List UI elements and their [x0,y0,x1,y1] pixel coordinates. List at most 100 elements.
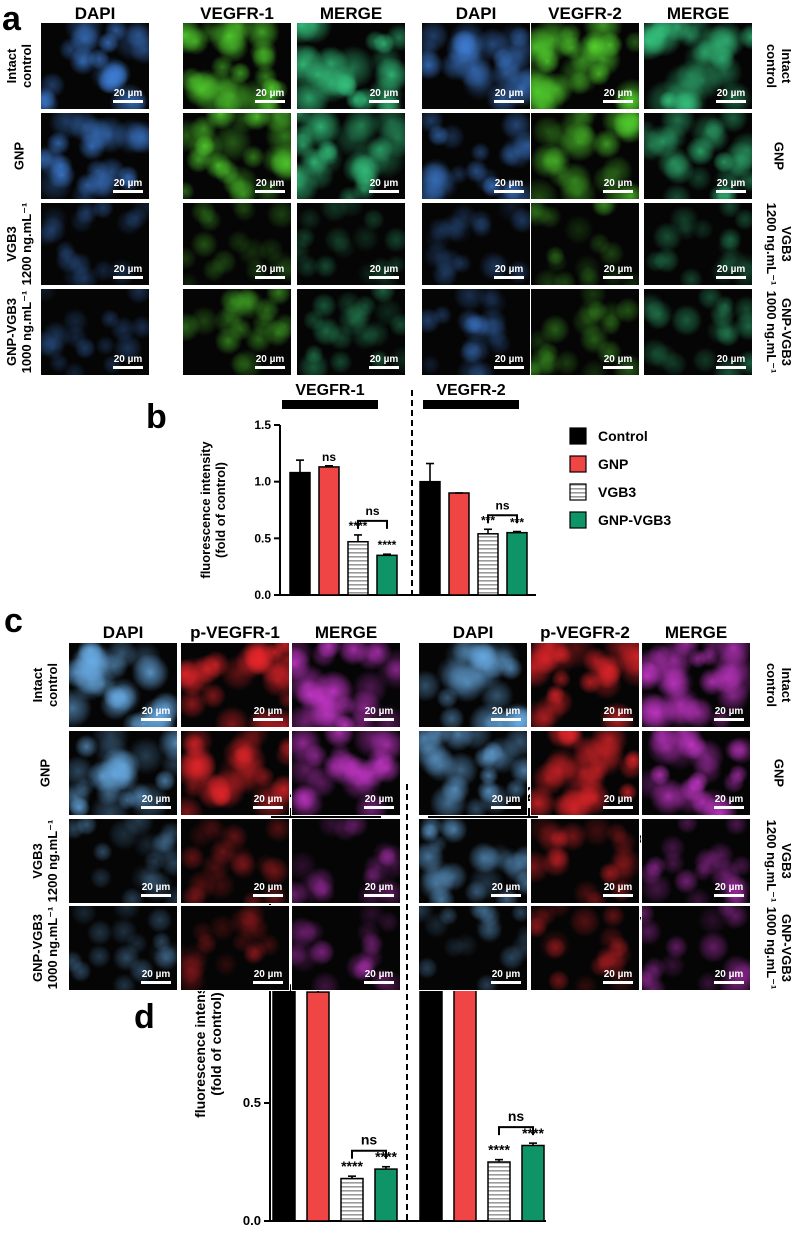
comparison-bracket [357,519,388,529]
bar-control-0 [272,984,296,1222]
scale-bar-label: 20 µm [603,706,633,717]
panel-a-left-micrograph-r3-c2: 20 µm [296,288,406,376]
scale-bar-label: 20 µm [491,794,521,805]
panel-c-right-row-label-3: GNP-VGB3 1000 ng.mL⁻¹ [764,906,794,990]
scale-bar: 20 µm [253,706,283,721]
scale-bar: 20 µm [714,969,744,984]
scale-bar: 20 µm [603,88,633,103]
scale-bar-label: 20 µm [603,969,633,980]
scale-bar: 20 µm [491,882,521,897]
scale-bar: 20 µm [255,88,285,103]
scale-bar: 20 µm [716,88,746,103]
scale-bar-label: 20 µm [113,88,143,99]
panel-a-left-micrograph-r1-c1: 20 µm [182,112,292,200]
scale-bar: 20 µm [113,178,143,193]
bar-gnp-1 [448,492,470,596]
bar-gnp-1 [453,972,477,1222]
significance-label: ns [322,450,336,464]
significance-label: **** [488,1142,510,1158]
scale-bar-label: 20 µm [716,264,746,275]
legend-label-control: Control [598,428,648,444]
panel-c-right-micrograph-r0-c0: 20 µm [418,642,528,728]
scale-bar-label: 20 µm [364,969,394,980]
panel-a-left-row-label-2: VGB3 1200 ng.mL⁻¹ [4,202,34,286]
scale-bar-label: 20 µm [255,178,285,189]
panel-c-right-micrograph-r1-c1: 20 µm [530,730,640,816]
bar-vgb3-1 [477,533,499,596]
panel-c-left-micrograph-r0-c0: 20 µm [68,642,178,728]
panel-a-left-column-header-0: DAPI [74,4,116,23]
panel-a-right-column-header-0: DAPI [455,4,497,23]
y-axis-label: (fold of control) [208,992,224,1095]
panel-c-right-micrograph-r2-c0: 20 µm [418,818,528,904]
group-header-bar [282,400,378,409]
scale-bar-label: 20 µm [716,354,746,365]
scale-bar-label: 20 µm [714,706,744,717]
panel-a-right-micrograph-r2-c2: 20 µm [643,202,753,286]
comparison-bracket [351,1149,387,1159]
scale-bar-label: 20 µm [141,794,171,805]
significance-label: **** [341,1158,363,1174]
panel-a-right-micrograph-r0-c1: 20 µm [530,22,640,110]
y-tick-label: 1.0 [254,475,271,489]
panel-a-right-column-header-1: VEGFR-2 [548,4,622,23]
group-label-1: VEGFR-2 [436,382,505,399]
bar-gnp-vgb3-1 [506,531,528,596]
scale-bar-label: 20 µm [253,794,283,805]
panel-a-left-column-header-2: MERGE [319,4,383,23]
scale-bar: 20 µm [714,706,744,721]
scale-bar: 20 µm [603,706,633,721]
scale-bar-label: 20 µm [364,882,394,893]
panel-a-right-micrograph-r1-c1: 20 µm [530,112,640,200]
scale-bar-label: 20 µm [141,706,171,717]
scale-bar-label: 20 µm [253,706,283,717]
panel-letter-b: b [146,398,167,436]
panel-c-left-micrograph-r3-c2: 20 µm [291,905,401,991]
scale-bar: 20 µm [369,354,399,369]
scale-bar-label: 20 µm [369,354,399,365]
scale-bar-label: 20 µm [253,969,283,980]
panel-c-right-column-header-0: DAPI [452,623,494,642]
panel-c-right-micrograph-r1-c2: 20 µm [641,730,751,816]
scale-bar-label: 20 µm [716,178,746,189]
scale-bar-label: 20 µm [603,794,633,805]
y-axis-label: fluorescence intensity [192,970,208,1118]
scale-bar-label: 20 µm [494,354,524,365]
scale-bar-label: 20 µm [369,178,399,189]
panel-a-left-micrograph-r2-c2: 20 µm [296,202,406,286]
panel-a-left-micrograph-r3-c0: 20 µm [40,288,150,376]
panel-letter-d: d [134,998,155,1036]
scale-bar: 20 µm [369,178,399,193]
panel-c-left-micrograph-r1-c1: 20 µm [180,730,290,816]
bar-gnp-vgb3-1 [521,1144,545,1222]
scale-bar: 20 µm [255,264,285,279]
panel-c-left-micrograph-r2-c0: 20 µm [68,818,178,904]
bracket-label: ns [361,1132,378,1148]
panel-c-right-column-header-2: MERGE [664,623,728,642]
panel-c-left-row-label-0: Intact control [30,662,60,708]
scale-bar: 20 µm [714,882,744,897]
panel-c-left-micrograph-r2-c2: 20 µm [291,818,401,904]
legend-swatch-gnp [569,455,587,473]
bar-gnp-0 [306,991,330,1222]
panel-a-right-micrograph-r3-c1: 20 µm [530,288,640,376]
bracket-label: ns [365,504,379,518]
bar-vgb3-1 [487,1161,511,1222]
panel-a-right-micrograph-r3-c2: 20 µm [643,288,753,376]
panel-a-right-row-label-2: VGB3 1200 ng.mL⁻¹ [764,202,794,286]
bar-control-0 [289,471,311,596]
legend-swatch-control [569,427,587,445]
legend-label-vgb3: VGB3 [598,484,636,500]
scale-bar-label: 20 µm [494,264,524,275]
scale-bar-label: 20 µm [603,178,633,189]
panel-letter-a: a [2,0,21,38]
scale-bar: 20 µm [716,264,746,279]
scale-bar-label: 20 µm [369,264,399,275]
panel-c-right-row-label-2: VGB3 1200 ng.mL⁻¹ [764,819,794,903]
panel-c-left-micrograph-r1-c2: 20 µm [291,730,401,816]
scale-bar: 20 µm [603,794,633,809]
scale-bar: 20 µm [364,882,394,897]
scale-bar: 20 µm [253,794,283,809]
scale-bar-label: 20 µm [491,969,521,980]
scale-bar-label: 20 µm [253,882,283,893]
